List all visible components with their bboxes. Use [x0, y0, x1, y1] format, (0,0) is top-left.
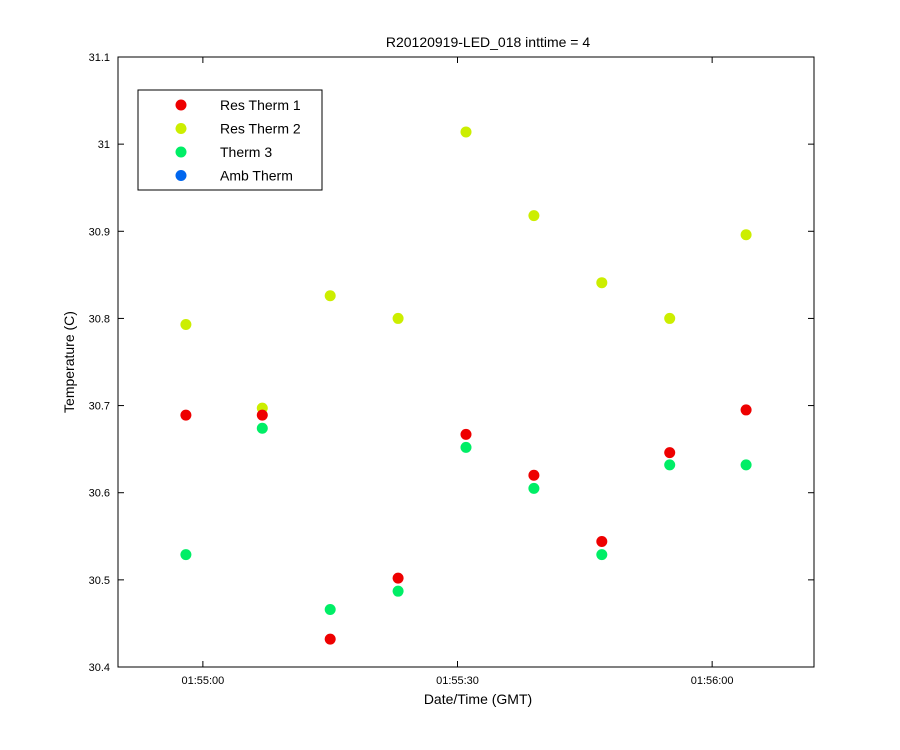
data-point-therm-3	[256, 422, 268, 434]
legend-marker	[175, 170, 187, 181]
data-point-res-therm-1	[528, 469, 540, 481]
data-point-res-therm-2	[664, 312, 676, 324]
data-point-res-therm-2	[528, 210, 540, 222]
data-point-therm-3	[324, 603, 336, 615]
data-point-res-therm-2	[324, 290, 336, 302]
y-tick-label: 30.6	[89, 488, 110, 500]
data-point-res-therm-1	[180, 409, 192, 421]
data-point-res-therm-2	[460, 126, 472, 138]
data-point-res-therm-1	[664, 447, 676, 459]
data-point-res-therm-1	[256, 409, 268, 421]
x-tick-label: 01:55:00	[181, 675, 224, 687]
legend-label: Res Therm 2	[220, 121, 301, 137]
data-point-therm-3	[664, 459, 676, 471]
data-point-res-therm-2	[392, 312, 404, 324]
data-point-therm-3	[180, 549, 192, 561]
legend-box	[137, 89, 323, 191]
y-tick-label: 30.8	[89, 313, 110, 325]
data-point-res-therm-2	[740, 229, 752, 241]
data-point-therm-3	[528, 482, 540, 494]
y-tick-label: 31.1	[89, 52, 110, 64]
data-points	[180, 126, 752, 645]
data-point-res-therm-1	[596, 536, 608, 548]
y-axis: 30.4 30.5 30.6 30.7 30.8 30.9 31 31.1	[89, 52, 814, 674]
data-point-res-therm-1	[392, 572, 404, 584]
legend-marker	[175, 123, 187, 134]
legend-label: Res Therm 1	[220, 97, 301, 113]
data-point-res-therm-1	[740, 404, 752, 416]
x-tick-label: 01:56:00	[691, 675, 734, 687]
legend-label: Therm 3	[220, 144, 272, 160]
y-tick-label: 30.7	[89, 401, 110, 413]
y-tick-label: 30.9	[89, 226, 110, 238]
y-tick-label: 30.5	[89, 575, 110, 587]
data-point-res-therm-1	[324, 633, 336, 645]
x-axis-label: Date/Time (GMT)	[424, 691, 532, 707]
data-point-res-therm-2	[596, 277, 608, 289]
y-tick-label: 31	[98, 139, 110, 151]
plot-frame	[117, 56, 815, 668]
legend-label: Amb Therm	[220, 168, 293, 184]
legend: Res Therm 1 Res Therm 2 Therm 3 Amb Therm	[137, 89, 323, 191]
x-tick-label: 01:55:30	[436, 675, 479, 687]
data-point-therm-3	[596, 549, 608, 561]
chart-title: R20120919-LED_018 inttime = 4	[386, 34, 591, 50]
legend-marker	[175, 99, 187, 111]
data-point-therm-3	[392, 585, 404, 597]
legend-marker	[175, 146, 187, 158]
y-tick-label: 30.4	[89, 662, 110, 674]
data-point-therm-3	[460, 441, 472, 453]
data-point-res-therm-2	[180, 319, 192, 331]
data-point-res-therm-1	[460, 428, 472, 440]
data-point-therm-3	[740, 459, 752, 471]
x-axis: 01:55:00 01:55:30 01:56:00	[181, 57, 734, 687]
axes	[117, 56, 815, 668]
y-axis-label: Temperature (C)	[61, 311, 77, 413]
